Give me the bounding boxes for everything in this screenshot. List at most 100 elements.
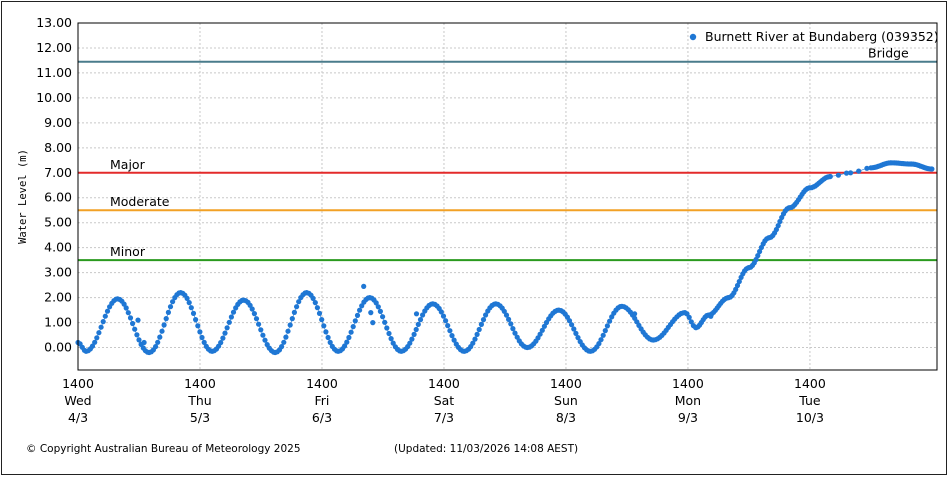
data-point [96, 330, 102, 336]
data-point [688, 319, 694, 325]
data-point [480, 317, 487, 323]
data-point [92, 339, 98, 345]
data-point [279, 344, 285, 350]
y-tick-label: 12.00 [36, 40, 72, 55]
data-point [571, 326, 577, 332]
data-point [287, 322, 293, 328]
data-point [134, 332, 140, 338]
threshold-label-moderate: Moderate [110, 194, 170, 209]
data-points [75, 160, 935, 356]
data-point [476, 326, 482, 333]
data-point [755, 253, 761, 259]
data-point [407, 340, 413, 346]
data-point [380, 314, 386, 320]
data-point [102, 313, 108, 319]
y-tick-label: 0.00 [44, 340, 72, 355]
data-point [281, 339, 287, 345]
data-point [186, 300, 192, 306]
x-tick-label-date: 9/3 [678, 410, 698, 425]
data-point [773, 226, 780, 233]
data-point [314, 305, 320, 311]
data-point [249, 306, 255, 312]
data-point [123, 305, 129, 311]
data-point [377, 308, 383, 314]
x-tick-label-day: Sun [554, 393, 578, 408]
plot-border [77, 22, 938, 371]
y-tick-label: 2.00 [44, 290, 72, 305]
data-point [375, 304, 381, 310]
data-point [827, 173, 833, 180]
y-tick-labels: 13.00 12.00 11.00 10.00 9.00 8.00 7.00 6.00 5.00… [36, 15, 72, 355]
x-tick-label-day: Thu [187, 393, 211, 408]
y-tick-label: 1.00 [44, 315, 72, 330]
y-tick-label: 8.00 [44, 140, 72, 155]
data-point [470, 340, 476, 346]
threshold-label-major: Major [110, 157, 146, 172]
data-point [474, 331, 480, 337]
data-point [228, 314, 234, 320]
data-point [294, 304, 300, 310]
data-point [218, 340, 224, 346]
data-point [386, 330, 392, 337]
data-point-outlier [141, 339, 147, 346]
data-point [125, 310, 131, 316]
x-tick-label-date: 7/3 [434, 410, 454, 425]
y-axis-label: Water Level (m) [17, 149, 29, 244]
x-tick-label-time: 1400 [306, 376, 338, 391]
data-point [224, 325, 230, 331]
x-tick-label-date: 5/3 [190, 410, 210, 425]
data-point [411, 331, 417, 337]
data-point [312, 300, 318, 306]
data-point [501, 308, 507, 314]
data-point [258, 327, 264, 333]
data-point [262, 337, 268, 343]
data-point [98, 324, 104, 330]
data-point [420, 312, 426, 318]
legend: Burnett River at Bundaberg (039352) [689, 29, 939, 44]
data-point [321, 323, 327, 329]
data-point [472, 336, 478, 342]
data-point [201, 339, 207, 345]
data-point [843, 170, 850, 176]
data-point [382, 319, 388, 325]
data-point [316, 310, 323, 316]
data-point-outlier [361, 283, 367, 289]
data-point [569, 322, 575, 328]
data-point [165, 309, 171, 315]
data-point [291, 309, 297, 315]
data-point [157, 334, 163, 340]
y-tick-label: 10.00 [36, 90, 72, 105]
data-point [607, 318, 613, 324]
data-point [323, 329, 329, 335]
data-point [220, 335, 226, 341]
x-tick-label-day: Wed [64, 393, 91, 408]
data-point [253, 316, 260, 322]
data-point [163, 316, 169, 322]
x-tick-label-time: 1400 [794, 376, 826, 391]
x-tick-label-time: 1400 [62, 376, 94, 391]
x-tick-label-day: Fri [315, 393, 330, 408]
data-point [188, 305, 194, 311]
y-tick-label: 4.00 [44, 240, 72, 255]
data-point [835, 172, 842, 178]
data-point-outlier [632, 311, 638, 317]
data-point [757, 248, 763, 255]
legend-label: Burnett River at Bundaberg (039352) [705, 29, 939, 44]
data-point [413, 326, 419, 333]
data-point [197, 329, 203, 335]
data-point [136, 337, 142, 343]
data-point [602, 328, 608, 334]
y-tick-label: 5.00 [44, 215, 72, 230]
data-point [346, 334, 352, 341]
data-point [451, 337, 457, 343]
data-point [161, 322, 167, 328]
x-tick-label-time: 1400 [428, 376, 460, 391]
data-point [190, 310, 197, 316]
data-point [373, 300, 379, 306]
data-point [388, 336, 394, 342]
data-point [354, 312, 361, 318]
data-point [449, 333, 455, 339]
data-point [127, 315, 134, 321]
data-point [775, 223, 781, 229]
